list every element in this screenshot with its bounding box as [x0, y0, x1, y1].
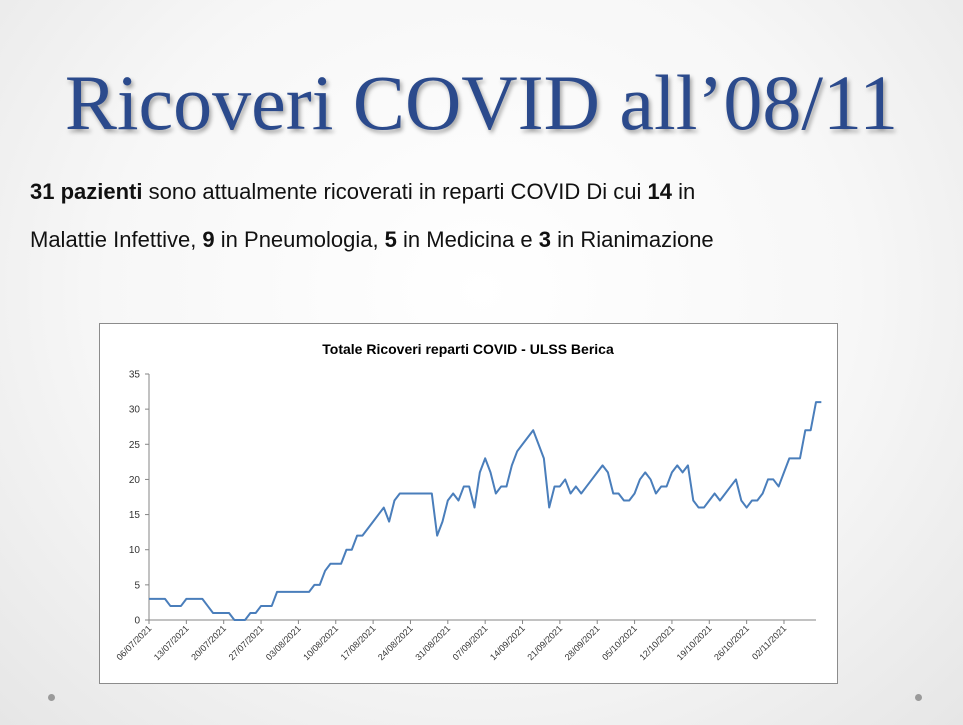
x-tick-label: 20/07/2021 — [189, 623, 228, 662]
x-tick-label: 24/08/2021 — [376, 623, 415, 662]
x-tick-label: 06/07/2021 — [114, 623, 153, 662]
medicina-count: 5 — [384, 227, 397, 252]
slide-decoration-dot-left — [48, 694, 55, 701]
body-text-segment: Malattie Infettive, — [30, 227, 203, 252]
x-tick-label: 27/07/2021 — [227, 623, 266, 662]
y-tick-label: 30 — [129, 405, 141, 416]
x-tick-label: 26/10/2021 — [712, 623, 751, 662]
body-line-2: Malattie Infettive, 9 in Pneumologia, 5 … — [30, 216, 940, 264]
x-tick-label: 14/09/2021 — [488, 623, 527, 662]
x-axis: 06/07/202113/07/202120/07/202127/07/2021… — [114, 619, 816, 662]
x-tick-label: 31/08/2021 — [413, 623, 452, 662]
x-tick-label: 13/07/2021 — [152, 623, 191, 662]
x-tick-label: 12/10/2021 — [637, 623, 676, 662]
y-tick-label: 35 — [129, 370, 141, 381]
x-tick-label: 03/08/2021 — [264, 623, 303, 662]
x-tick-label: 17/08/2021 — [339, 623, 378, 662]
chart-container: Totale Ricoveri reparti COVID - ULSS Ber… — [99, 323, 838, 684]
y-tick-label: 25 — [129, 440, 141, 451]
series-line — [149, 401, 822, 621]
y-tick-label: 15 — [129, 510, 141, 521]
slide-decoration-dot-right — [915, 694, 922, 701]
y-axis: 0 5 10 15 20 25 30 35 — [129, 370, 150, 627]
patients-count: 31 pazienti — [30, 179, 143, 204]
y-tick-label: 10 — [129, 545, 141, 556]
body-text-segment: in Medicina e — [396, 227, 539, 252]
x-tick-label: 28/09/2021 — [563, 623, 602, 662]
infettive-count: 14 — [647, 179, 672, 204]
x-tick-label: 10/08/2021 — [301, 623, 340, 662]
series-group — [149, 401, 822, 621]
body-text-segment: sono attualmente ricoverati in reparti C… — [142, 179, 648, 204]
rianimazione-count: 3 — [538, 227, 552, 252]
x-tick-label: 07/09/2021 — [451, 623, 490, 662]
pneumologia-count: 9 — [202, 227, 215, 252]
slide-body-text: 31 pazienti sono attualmente ricoverati … — [30, 168, 940, 264]
line-chart: Totale Ricoveri reparti COVID - ULSS Ber… — [114, 341, 822, 662]
y-tick-label: 5 — [134, 580, 140, 591]
x-tick-label: 19/10/2021 — [675, 623, 714, 662]
y-tick-label: 20 — [129, 475, 141, 486]
slide-title: Ricoveri COVID all’08/11 — [64, 59, 899, 146]
x-tick-label: 05/10/2021 — [600, 623, 639, 662]
body-text-segment: in Rianimazione — [551, 227, 714, 252]
x-tick-label: 21/09/2021 — [525, 623, 564, 662]
x-tick-label: 02/11/2021 — [750, 623, 788, 661]
y-tick-label: 0 — [134, 616, 140, 627]
body-line-1: 31 pazienti sono attualmente ricoverati … — [30, 168, 940, 216]
chart-title: Totale Ricoveri reparti COVID - ULSS Ber… — [322, 341, 614, 357]
body-text-segment: in Pneumologia, — [214, 227, 385, 252]
body-text-segment: in — [671, 179, 696, 204]
